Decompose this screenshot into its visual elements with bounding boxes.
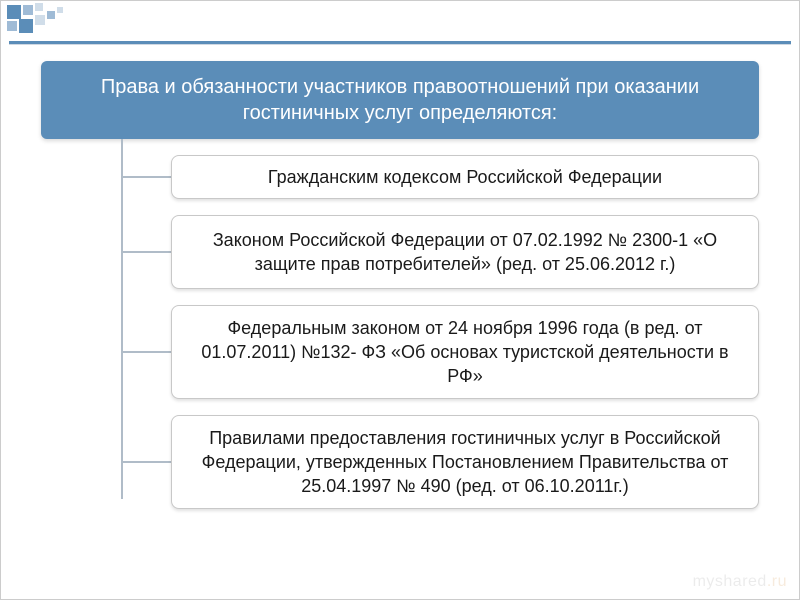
list-item: Законом Российской Федерации от 07.02.19… (171, 215, 759, 289)
connector-spine (121, 139, 123, 499)
connector-branch (121, 461, 171, 463)
list-item: Правилами предоставления гостиничных усл… (171, 415, 759, 509)
watermark-text: myshared (693, 573, 767, 590)
header-text: Права и обязанности участников правоотно… (61, 74, 739, 126)
list-item: Федеральным законом от 24 ноября 1996 го… (171, 305, 759, 399)
list-item-text: Гражданским кодексом Российской Федераци… (268, 165, 662, 189)
corner-decoration (1, 1, 121, 45)
deco-square (7, 5, 21, 19)
deco-square (19, 19, 33, 33)
deco-square (7, 21, 17, 31)
connector-branch (121, 251, 171, 253)
deco-square (23, 5, 33, 15)
deco-square (35, 3, 43, 11)
deco-square (57, 7, 63, 13)
watermark: myshared.ru (693, 573, 787, 591)
list-item-text: Правилами предоставления гостиничных усл… (188, 426, 742, 499)
top-stripe (9, 41, 791, 44)
deco-square (47, 11, 55, 19)
slide: Права и обязанности участников правоотно… (0, 0, 800, 600)
connector-branch (121, 351, 171, 353)
list-item-text: Федеральным законом от 24 ноября 1996 го… (188, 316, 742, 389)
deco-square (35, 15, 45, 25)
list-item-text: Законом Российской Федерации от 07.02.19… (188, 228, 742, 277)
list-item: Гражданским кодексом Российской Федераци… (171, 155, 759, 199)
header-box: Права и обязанности участников правоотно… (41, 61, 759, 139)
connector-branch (121, 176, 171, 178)
watermark-accent: .ru (767, 573, 787, 590)
